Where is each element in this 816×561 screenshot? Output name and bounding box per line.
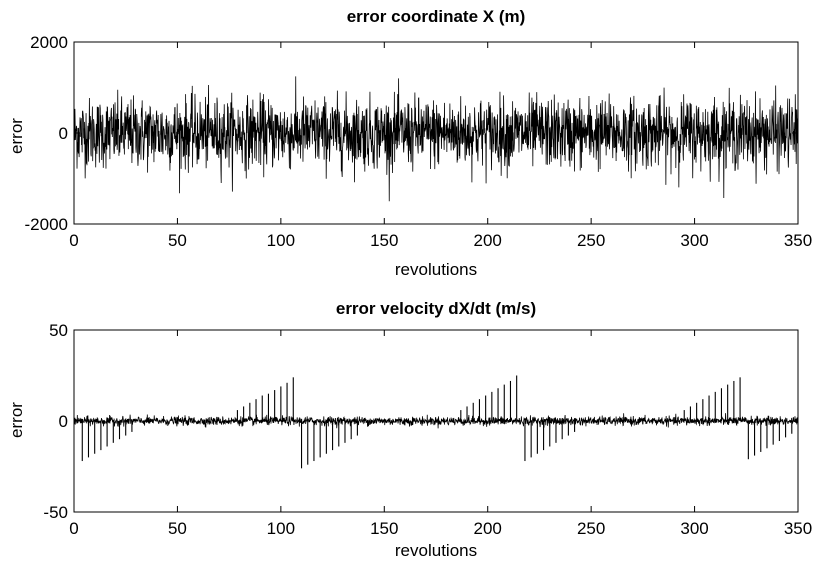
x-tick-label: 250 xyxy=(577,231,605,250)
y-axis-ticks: 50 0 -50 xyxy=(43,321,798,522)
x-axis-label: revolutions xyxy=(395,541,477,560)
x-tick-label: 100 xyxy=(267,231,295,250)
series-line xyxy=(73,76,799,202)
plot-area xyxy=(73,76,799,202)
x-tick-label: 50 xyxy=(168,231,187,250)
x-axis-ticks: 0 50 100 150 200 250 300 350 xyxy=(69,330,812,538)
chart-panel-position-error: error coordinate X (m) 0 50 100 150 200 250 30… xyxy=(7,7,812,279)
y-tick-label: 0 xyxy=(59,412,68,431)
y-axis-label: error xyxy=(7,118,26,154)
x-tick-label: 100 xyxy=(267,519,295,538)
y-tick-label: 2000 xyxy=(30,33,68,52)
y-axis-ticks: 2000 0 -2000 xyxy=(25,33,798,234)
y-axis-label: error xyxy=(7,402,26,438)
x-tick-label: 200 xyxy=(474,231,502,250)
x-tick-label: 250 xyxy=(577,519,605,538)
chart-panel-velocity-error: error velocity dX/dt (m/s) 0 50 100 150 200 2… xyxy=(7,299,812,560)
plot-area xyxy=(73,375,799,469)
x-tick-label: 50 xyxy=(168,519,187,538)
x-tick-label: 0 xyxy=(69,231,78,250)
x-tick-label: 300 xyxy=(680,231,708,250)
y-tick-label: -50 xyxy=(43,503,68,522)
y-tick-label: 0 xyxy=(59,124,68,143)
x-axis-ticks: 0 50 100 150 200 250 300 350 xyxy=(69,42,812,250)
x-tick-label: 200 xyxy=(474,519,502,538)
x-tick-label: 0 xyxy=(69,519,78,538)
x-tick-label: 350 xyxy=(784,519,812,538)
chart-title: error velocity dX/dt (m/s) xyxy=(336,299,536,318)
chart-title: error coordinate X (m) xyxy=(347,7,526,26)
x-tick-label: 350 xyxy=(784,231,812,250)
x-tick-label: 150 xyxy=(370,231,398,250)
x-axis-label: revolutions xyxy=(395,260,477,279)
x-tick-label: 300 xyxy=(680,519,708,538)
x-tick-label: 150 xyxy=(370,519,398,538)
series-line xyxy=(73,413,799,429)
y-tick-label: -2000 xyxy=(25,215,68,234)
y-tick-label: 50 xyxy=(49,321,68,340)
